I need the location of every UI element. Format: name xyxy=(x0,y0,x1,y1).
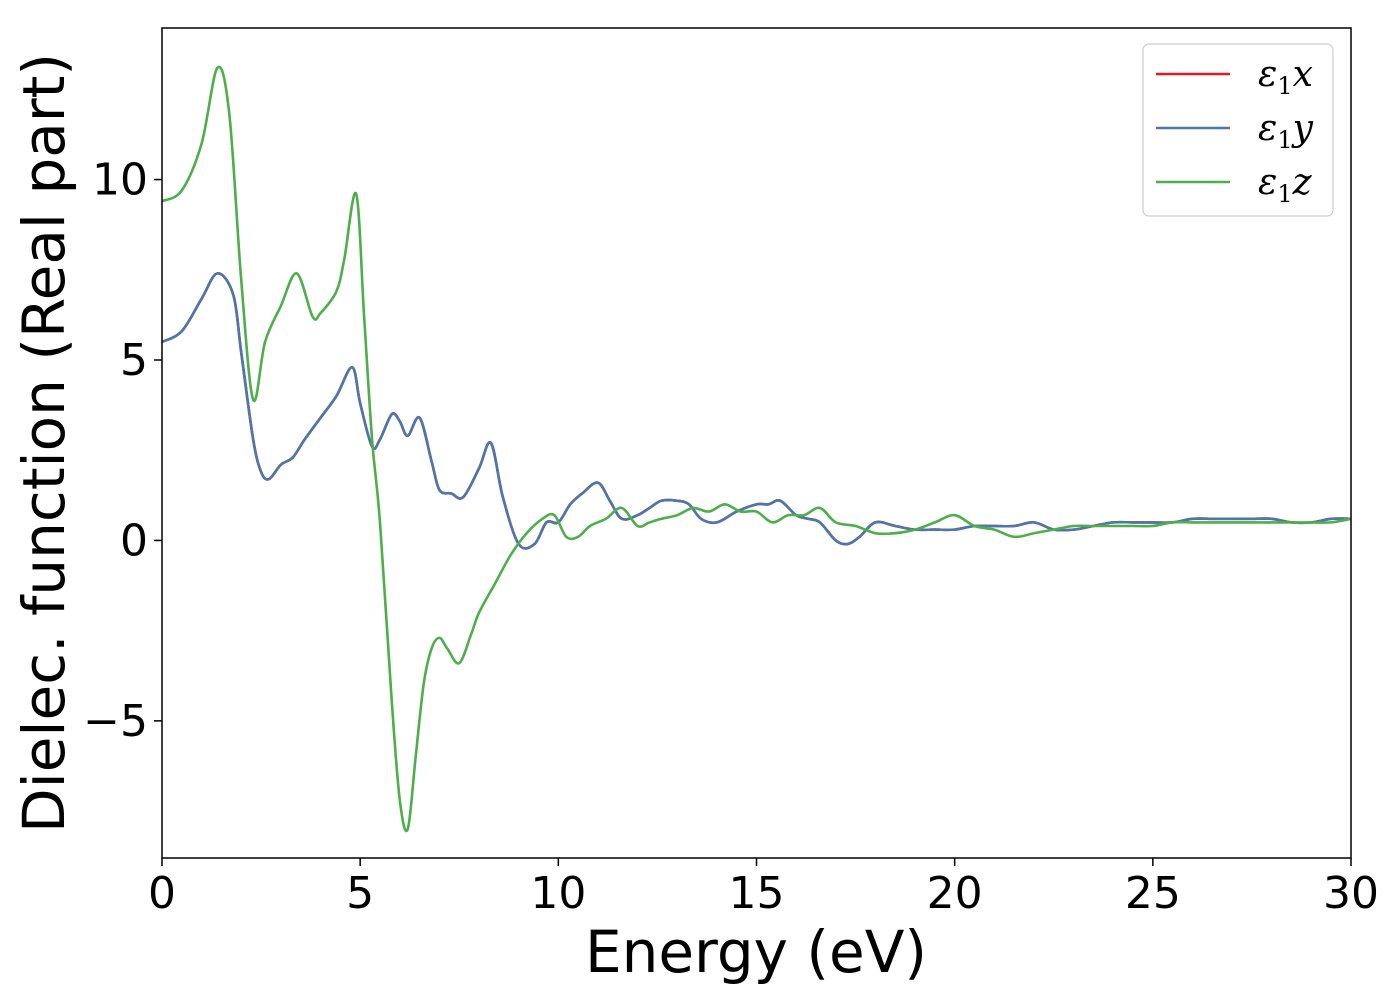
x-axis-ticks: 0 5 10 15 20 25 30 xyxy=(148,858,1379,919)
legend-variable: x xyxy=(1293,54,1313,95)
legend-symbol: ε xyxy=(1258,162,1277,203)
y-axis-label: Dielec. function (Real part) xyxy=(10,53,78,833)
legend-subscript: 1 xyxy=(1277,72,1292,100)
y-tick-label: 5 xyxy=(120,335,148,386)
legend-subscript: 1 xyxy=(1277,180,1292,208)
x-tick-label: 30 xyxy=(1323,868,1379,919)
legend-label-y: ε1y xyxy=(1258,108,1314,154)
x-tick-label: 0 xyxy=(148,868,176,919)
series-line-x xyxy=(162,272,1351,550)
legend-variable: y xyxy=(1291,108,1314,149)
legend-subscript: 1 xyxy=(1277,126,1292,154)
legend-box xyxy=(1142,43,1334,217)
x-tick-label: 5 xyxy=(346,868,374,919)
y-tick-label: −5 xyxy=(83,696,148,747)
legend-symbol: ε xyxy=(1258,54,1277,95)
legend-label-z: ε1z xyxy=(1258,162,1313,208)
y-axis-ticks: −5 0 5 10 xyxy=(83,155,162,747)
x-tick-label: 20 xyxy=(927,868,983,919)
y-tick-label: 10 xyxy=(92,155,148,206)
x-tick-label: 15 xyxy=(729,868,785,919)
y-tick-label: 0 xyxy=(120,515,148,566)
x-axis-label: Energy (eV) xyxy=(585,918,927,986)
legend-symbol: ε xyxy=(1258,108,1277,149)
x-tick-label: 25 xyxy=(1125,868,1181,919)
series-line-y xyxy=(162,272,1351,550)
series-layer xyxy=(162,65,1351,833)
legend-variable: z xyxy=(1292,162,1313,203)
series-line-z xyxy=(162,65,1351,833)
x-tick-label: 10 xyxy=(530,868,586,919)
legend-label-x: ε1x xyxy=(1258,54,1313,100)
